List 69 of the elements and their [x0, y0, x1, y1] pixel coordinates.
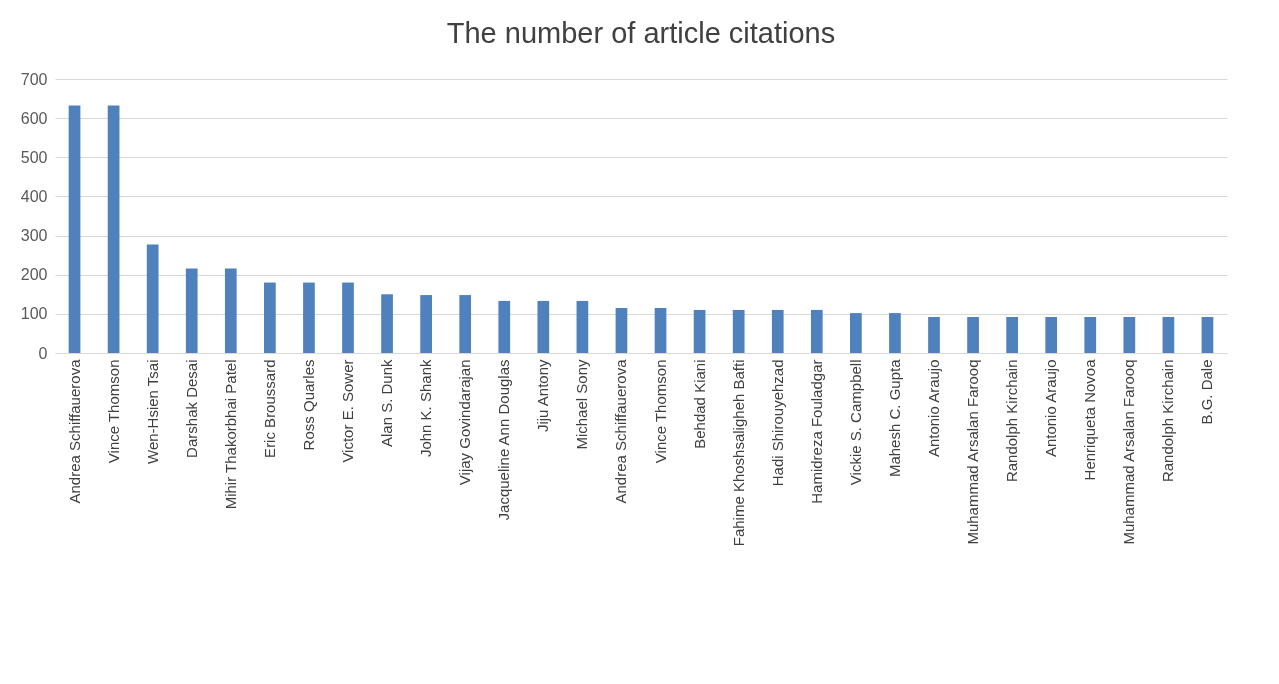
bar	[185, 268, 198, 353]
y-tick-label: 500	[20, 148, 48, 166]
x-tick-label: John K. Shank	[417, 359, 435, 458]
x-tick-label: Jacqueline Ann Douglas	[495, 359, 513, 521]
x-tick-label: Michael Sony	[573, 359, 591, 450]
x-tick-label: Fahime Khoshsaligheh Bafti	[729, 359, 747, 547]
bar	[107, 105, 120, 353]
y-tick-label: 700	[20, 70, 48, 88]
x-tick-label: Antonio Araujo	[925, 359, 942, 458]
bar	[498, 300, 511, 353]
bar	[1123, 316, 1136, 353]
x-tick-label: Vickie S. Campbell	[846, 359, 864, 486]
bar	[615, 307, 628, 353]
x-tick-label: Randolph Kirchain	[1003, 359, 1021, 483]
chart-title: The number of article citations	[446, 17, 836, 49]
bar	[381, 294, 393, 353]
bar	[850, 313, 862, 353]
bar	[264, 282, 276, 353]
bar	[303, 282, 315, 353]
x-tick-label: Eric Broussard	[260, 359, 278, 458]
x-tick-label: Behdad Kiani	[690, 359, 708, 449]
bar	[68, 105, 81, 353]
y-tick-label: 400	[20, 187, 48, 205]
x-tick-label: Jiju Antony	[534, 359, 552, 433]
x-tick-label: Antonio Araujo	[1042, 359, 1060, 458]
x-tick-label: Vijay Govindarajan	[456, 359, 474, 486]
bar	[967, 316, 979, 353]
bar	[810, 309, 823, 353]
x-tick-label: Andrea Schiffauerova	[65, 358, 83, 504]
x-tick-label: Henriqueta Novoa	[1081, 358, 1099, 481]
bar	[1162, 316, 1175, 353]
y-tick-label: 0	[38, 344, 48, 362]
bar	[693, 309, 706, 353]
x-tick-label: Hamidreza Fouladgar	[807, 359, 825, 504]
x-tick-label: Muhammad Arsalan Farooq	[964, 359, 982, 545]
bar	[928, 316, 940, 353]
bar	[1084, 316, 1097, 353]
x-tick-label: B.G. Dale	[1198, 359, 1216, 425]
x-tick-label: Andrea Schiffauerova	[612, 358, 630, 504]
bar	[1201, 316, 1214, 353]
x-tick-label: Vince Thomson	[651, 359, 669, 464]
bar	[224, 268, 237, 353]
bar	[889, 313, 901, 353]
bar	[771, 309, 784, 353]
bar	[654, 307, 667, 353]
x-tick-label: Ross Quarles	[299, 359, 317, 451]
y-tick-label: 100	[20, 305, 48, 323]
x-tick-label: Victor E. Sower	[339, 359, 356, 463]
x-tick-label: Vince Thomson	[104, 359, 122, 464]
bar	[459, 295, 472, 353]
x-tick-label: Muhammad Arsalan Farooq	[1120, 359, 1138, 545]
y-tick-label: 600	[20, 109, 48, 127]
bar	[576, 300, 589, 353]
x-tick-label: Mihir Thakorbhai Patel	[221, 359, 239, 510]
bar	[342, 282, 354, 353]
bar	[420, 295, 432, 353]
y-tick-label: 300	[20, 227, 48, 245]
x-tick-label: Alan S. Dunk	[378, 359, 396, 448]
x-tick-label: Randolph Kirchain	[1159, 359, 1177, 483]
x-tick-label: Mahesh C. Gupta	[885, 358, 903, 478]
y-tick-label: 200	[20, 266, 48, 284]
x-tick-label: Wen-Hsien Tsai	[143, 359, 161, 464]
bar	[732, 309, 745, 353]
x-tick-label: Hadi Shirouyehzad	[768, 359, 786, 487]
x-tick-label: Darshak Desai	[182, 359, 200, 458]
bar	[537, 300, 550, 353]
bar	[1045, 316, 1058, 353]
bar	[146, 244, 159, 353]
bar	[1006, 316, 1018, 353]
